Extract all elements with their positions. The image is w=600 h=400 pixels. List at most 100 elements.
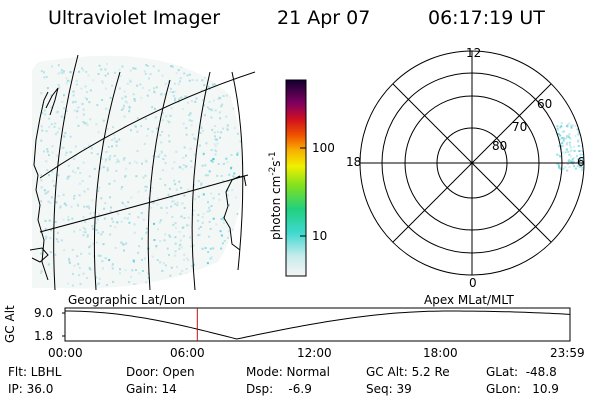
- aurora-speckle: [210, 149, 213, 152]
- aurora-speckle: [123, 115, 126, 118]
- aurora-speckle: [84, 220, 87, 223]
- aurora-speckle: [203, 84, 206, 87]
- aurora-speckle: [133, 98, 136, 100]
- aurora-speckle: [154, 150, 157, 153]
- timeline-xtick: 23:59: [550, 346, 585, 360]
- polar-aurora-speckle: [557, 153, 560, 156]
- aurora-speckle: [164, 184, 167, 187]
- aurora-speckle: [73, 194, 76, 197]
- aurora-speckle: [92, 242, 95, 245]
- polar-aurora-speckle: [577, 144, 580, 147]
- aurora-speckle: [182, 164, 185, 166]
- polar-aurora-speckle: [568, 166, 571, 168]
- aurora-speckle: [240, 125, 243, 128]
- aurora-speckle: [145, 227, 148, 230]
- aurora-speckle: [216, 174, 219, 177]
- aurora-speckle: [148, 89, 151, 92]
- aurora-speckle: [45, 235, 48, 238]
- polar-aurora-speckle: [560, 145, 563, 148]
- aurora-speckle: [75, 79, 78, 82]
- polar-aurora-speckle: [579, 159, 582, 162]
- aurora-speckle: [217, 273, 220, 276]
- polar-aurora-speckle: [578, 150, 581, 152]
- aurora-speckle: [226, 161, 229, 164]
- aurora-speckle: [190, 245, 193, 248]
- polar-aurora-speckle: [570, 149, 573, 152]
- aurora-speckle: [208, 209, 211, 212]
- aurora-speckle: [49, 251, 52, 254]
- aurora-speckle: [218, 96, 221, 99]
- aurora-speckle: [241, 253, 244, 256]
- aurora-speckle: [96, 153, 99, 156]
- aurora-speckle: [94, 221, 97, 224]
- aurora-speckle: [128, 106, 131, 108]
- aurora-speckle: [179, 80, 181, 83]
- aurora-speckle: [208, 101, 211, 103]
- aurora-speckle: [84, 96, 87, 99]
- timeline-frame: [64, 307, 571, 342]
- aurora-speckle: [221, 103, 224, 106]
- aurora-speckle: [163, 239, 166, 242]
- aurora-speckle: [220, 70, 223, 73]
- aurora-speckle: [128, 107, 131, 110]
- timeline-left-title: Geographic Lat/Lon: [68, 293, 186, 307]
- colorbar-unit-label: photon cm-2s-1: [267, 151, 283, 240]
- aurora-speckle: [68, 175, 71, 178]
- aurora-speckle: [82, 113, 85, 116]
- aurora-speckle: [189, 147, 192, 150]
- aurora-speckle: [187, 224, 190, 227]
- aurora-speckle: [180, 186, 183, 189]
- aurora-speckle: [199, 124, 202, 127]
- polar-aurora-speckle: [559, 155, 562, 158]
- aurora-speckle: [144, 174, 147, 177]
- aurora-speckle: [178, 98, 181, 101]
- aurora-speckle: [85, 122, 88, 125]
- aurora-speckle: [228, 173, 231, 176]
- polar-aurora-speckle: [573, 157, 576, 160]
- aurora-speckle: [174, 97, 177, 100]
- aurora-speckle: [218, 198, 221, 201]
- aurora-speckle: [248, 251, 250, 253]
- aurora-speckle: [168, 134, 170, 137]
- aurora-speckle: [128, 110, 131, 113]
- aurora-speckle: [176, 201, 179, 204]
- aurora-speckle: [195, 79, 198, 82]
- aurora-speckle: [54, 122, 57, 125]
- aurora-speckle: [123, 249, 125, 252]
- aurora-speckle: [157, 197, 160, 200]
- aurora-speckle: [204, 247, 207, 250]
- aurora-speckle: [174, 203, 177, 206]
- aurora-speckle: [169, 235, 172, 238]
- aurora-speckle: [40, 92, 43, 95]
- aurora-speckle: [185, 272, 188, 275]
- aurora-speckle: [226, 127, 229, 130]
- aurora-speckle: [219, 117, 222, 120]
- aurora-speckle: [108, 158, 111, 161]
- aurora-speckle: [184, 95, 187, 98]
- aurora-speckle: [194, 198, 197, 201]
- meridian-line: [93, 71, 121, 291]
- aurora-speckle: [113, 179, 116, 182]
- aurora-speckle: [151, 106, 154, 109]
- aurora-speckle: [76, 116, 78, 119]
- aurora-speckle: [82, 234, 85, 237]
- aurora-speckle: [156, 259, 159, 261]
- aurora-speckle: [124, 205, 127, 208]
- polar-aurora-speckle: [586, 126, 588, 128]
- status-door: Door: Open: [126, 365, 195, 379]
- aurora-speckle: [73, 197, 75, 200]
- aurora-speckle: [77, 204, 80, 207]
- aurora-speckle: [201, 221, 204, 224]
- aurora-speckle: [111, 145, 113, 148]
- aurora-speckle: [74, 154, 77, 157]
- aurora-speckle: [120, 220, 123, 223]
- aurora-speckle: [236, 153, 239, 156]
- aurora-speckle: [198, 282, 201, 285]
- aurora-speckle: [104, 68, 107, 71]
- aurora-speckle: [156, 127, 158, 130]
- aurora-speckle: [48, 174, 50, 177]
- aurora-speckle: [242, 84, 244, 87]
- aurora-speckle: [77, 124, 80, 127]
- polar-aurora-speckle: [562, 130, 565, 133]
- aurora-speckle: [55, 111, 58, 114]
